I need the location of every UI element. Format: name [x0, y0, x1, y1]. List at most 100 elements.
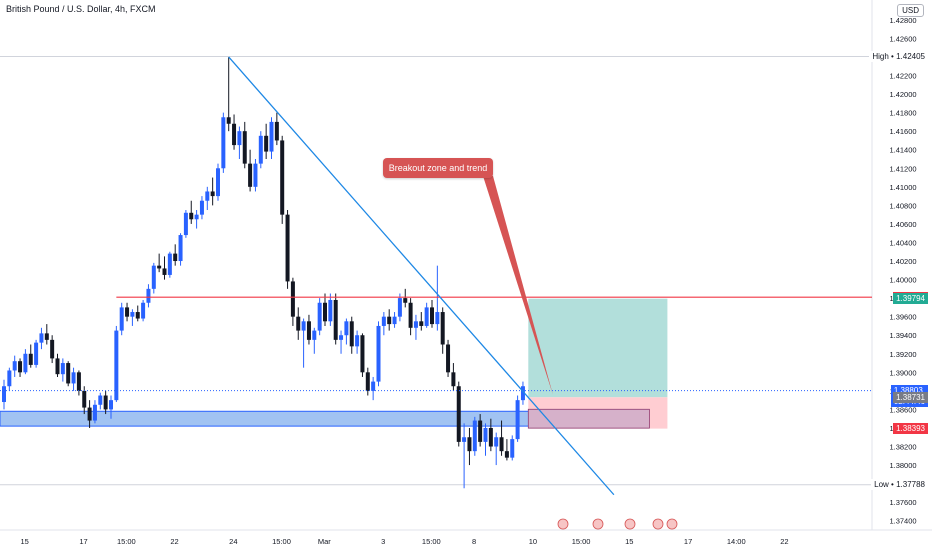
- candle-body: [173, 253, 178, 262]
- price-axis[interactable]: 1.428001.426001.424001.422001.420001.418…: [889, 16, 916, 526]
- candle-body: [210, 191, 215, 197]
- price-tick-label: 1.40200: [889, 257, 916, 266]
- price-tick-label: 1.40400: [889, 238, 916, 247]
- candle-body: [328, 299, 333, 322]
- price-tick-label: 1.42800: [889, 16, 916, 25]
- symbol-title[interactable]: British Pound / U.S. Dollar, 4h, FXCM: [6, 4, 156, 14]
- price-tick-label: 1.41200: [889, 164, 916, 173]
- candle-body: [488, 427, 493, 447]
- price-tick-label: 1.39600: [889, 313, 916, 322]
- candle-body: [18, 361, 23, 373]
- flag-icon: [592, 518, 604, 530]
- candle-body: [44, 333, 49, 340]
- candle-body: [333, 299, 338, 340]
- price-tick-label: 1.41400: [889, 146, 916, 155]
- candle-body: [146, 288, 151, 303]
- candle-body: [178, 235, 183, 262]
- annotation-callout[interactable]: Breakout zone and trend: [383, 158, 493, 178]
- candle-body: [183, 212, 188, 236]
- flag-icon: [557, 518, 569, 530]
- candle-body: [510, 439, 515, 458]
- candle-body: [2, 386, 6, 403]
- candle-body: [194, 214, 199, 220]
- price-tick-label: 1.42000: [889, 90, 916, 99]
- candle-body: [109, 400, 113, 410]
- candle-body: [226, 117, 231, 124]
- price-label-tag: 1.39794: [893, 293, 928, 305]
- candle-body: [66, 363, 71, 384]
- candle-body: [205, 191, 210, 201]
- time-tick-label: 15:00: [422, 537, 441, 546]
- candle-body: [504, 451, 509, 458]
- candle-body: [216, 168, 220, 197]
- candle-body: [119, 307, 124, 331]
- candle-body: [312, 330, 317, 340]
- candle-body: [76, 372, 81, 391]
- drawings[interactable]: [0, 56, 872, 496]
- price-tick-label: 1.37600: [889, 498, 916, 507]
- candle-body: [60, 363, 65, 375]
- currency-badge[interactable]: USD: [897, 4, 924, 17]
- candle-body: [520, 386, 525, 401]
- candle-body: [130, 312, 135, 317]
- candle-body: [456, 386, 461, 442]
- candle-body: [92, 404, 97, 421]
- candle-body: [23, 353, 28, 373]
- price-tick-label: 1.39000: [889, 368, 916, 377]
- candle-body: [462, 437, 467, 442]
- event-flag[interactable]: [652, 518, 664, 530]
- candle-body: [103, 395, 108, 410]
- candle-body: [419, 321, 424, 326]
- candle-body: [323, 302, 327, 322]
- candle-body: [430, 307, 434, 325]
- candle-body: [232, 123, 237, 146]
- candle-body: [12, 361, 17, 371]
- time-tick-label: 8: [472, 537, 476, 546]
- event-flag[interactable]: [666, 518, 678, 530]
- price-tick-label: 1.40600: [889, 220, 916, 229]
- candle-body: [189, 212, 194, 220]
- candle-body: [98, 395, 103, 405]
- candle-body: [376, 325, 381, 382]
- time-tick-label: 15:00: [272, 537, 291, 546]
- candle-body: [135, 312, 140, 319]
- time-tick-label: 15: [21, 537, 29, 546]
- candle-body: [483, 427, 488, 442]
- candle-body: [269, 121, 274, 152]
- target-zone[interactable]: [528, 298, 668, 398]
- candle-body: [71, 372, 76, 384]
- callout-pointer: [483, 176, 553, 395]
- candle-body: [7, 370, 12, 387]
- candles: [2, 56, 525, 489]
- trendline[interactable]: [228, 56, 615, 496]
- price-tick-label: 1.38200: [889, 443, 916, 452]
- price-tick-label: 1.42200: [889, 72, 916, 81]
- price-tick-label: 1.40000: [889, 276, 916, 285]
- low-label: Low • 1.37788: [871, 479, 928, 491]
- time-tick-label: 17: [79, 537, 87, 546]
- candle-body: [39, 333, 44, 343]
- time-tick-label: 22: [170, 537, 178, 546]
- event-flag[interactable]: [557, 518, 569, 530]
- candle-body: [301, 321, 306, 331]
- zone-overlap: [527, 408, 650, 429]
- candle-body: [424, 307, 429, 326]
- candle-body: [306, 321, 311, 340]
- event-flag[interactable]: [624, 518, 636, 530]
- time-axis[interactable]: 15 17 15:00 22 24 15:00 Mar 3 15:00 8 10 15:00 15 17 1…: [21, 537, 789, 546]
- candle-body: [467, 437, 472, 452]
- candle-body: [478, 420, 483, 442]
- candle-body: [290, 281, 295, 317]
- time-tick-label: 17: [684, 537, 692, 546]
- candle-body: [355, 335, 360, 347]
- support-zone[interactable]: [0, 410, 531, 427]
- candle-body: [237, 131, 242, 146]
- candle-body: [365, 372, 370, 391]
- flag-icon: [666, 518, 678, 530]
- economic-events[interactable]: [557, 518, 678, 530]
- event-flag[interactable]: [592, 518, 604, 530]
- time-tick-label: 14:00: [727, 537, 746, 546]
- candle-body: [451, 372, 456, 387]
